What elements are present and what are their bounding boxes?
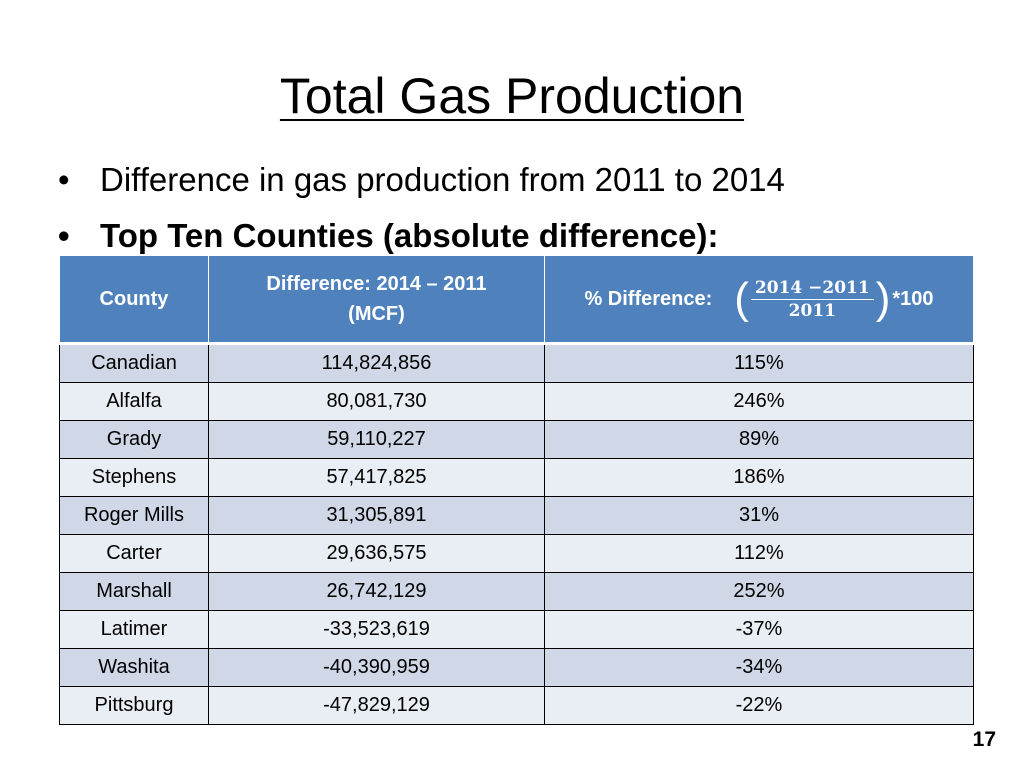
cell-county: Canadian: [59, 343, 209, 383]
cell-pct: 112%: [544, 534, 974, 573]
slide-title-text: Total Gas Production: [279, 68, 745, 124]
pct-label: % Difference:: [584, 288, 713, 310]
table-row: Carter 29,636,575 112%: [59, 534, 974, 573]
bullet-item-bold: Top Ten Counties (absolute difference):: [58, 208, 785, 264]
bullet-item: Difference in gas production from 2011 t…: [58, 152, 785, 208]
cell-pct: 252%: [544, 572, 974, 611]
cell-difference: 29,636,575: [208, 534, 545, 573]
cell-pct: 115%: [544, 343, 974, 383]
cell-county: Carter: [59, 534, 209, 573]
cell-county: Latimer: [59, 610, 209, 649]
left-paren-icon: (: [734, 274, 749, 323]
pct-multiplier: *100: [892, 288, 934, 310]
bullet-list: Difference in gas production from 2011 t…: [58, 152, 785, 264]
cell-county: Marshall: [59, 572, 209, 611]
cell-county: Roger Mills: [59, 496, 209, 535]
cell-difference: 59,110,227: [208, 420, 545, 459]
cell-difference: 57,417,825: [208, 458, 545, 497]
pct-formula: % Difference: ( 2014 −2011 2011 ) *100: [584, 277, 933, 322]
cell-county: Washita: [59, 648, 209, 687]
table-row: Grady 59,110,227 89%: [59, 420, 974, 459]
county-table: County Difference: 2014 – 2011 (MCF) % D…: [59, 255, 974, 725]
cell-pct: 246%: [544, 382, 974, 421]
cell-difference: -33,523,619: [208, 610, 545, 649]
right-paren-icon: ): [875, 274, 891, 323]
cell-difference: 31,305,891: [208, 496, 545, 535]
cell-difference: 26,742,129: [208, 572, 545, 611]
table-row: Washita -40,390,959 -34%: [59, 648, 974, 687]
table-row: Roger Mills 31,305,891 31%: [59, 496, 974, 535]
cell-pct: 89%: [544, 420, 974, 459]
cell-county: Stephens: [59, 458, 209, 497]
header-difference-line2: (MCF): [348, 303, 405, 325]
cell-pct: -34%: [544, 648, 974, 687]
table-row: Marshall 26,742,129 252%: [59, 572, 974, 611]
cell-pct: -22%: [544, 686, 974, 725]
header-county: County: [59, 255, 209, 345]
table-row: Alfalfa 80,081,730 246%: [59, 382, 974, 421]
table-row: Latimer -33,523,619 -37%: [59, 610, 974, 649]
cell-pct: 186%: [544, 458, 974, 497]
table-row: Pittsburg -47,829,129 -22%: [59, 686, 974, 725]
cell-difference: 114,824,856: [208, 343, 545, 383]
pct-numerator: 2014 −2011: [750, 277, 874, 300]
pct-denominator: 2011: [788, 300, 836, 321]
cell-difference: -47,829,129: [208, 686, 545, 725]
cell-county: Pittsburg: [59, 686, 209, 725]
table-row: Stephens 57,417,825 186%: [59, 458, 974, 497]
slide-title: Total Gas Production: [0, 66, 1024, 126]
table-row: Canadian 114,824,856 115%: [59, 343, 974, 383]
cell-county: Alfalfa: [59, 382, 209, 421]
cell-pct: -37%: [544, 610, 974, 649]
page-number: 17: [972, 728, 996, 751]
cell-difference: -40,390,959: [208, 648, 545, 687]
header-pct-difference: % Difference: ( 2014 −2011 2011 ) *100: [544, 255, 974, 345]
table-header-row: County Difference: 2014 – 2011 (MCF) % D…: [59, 255, 974, 345]
cell-difference: 80,081,730: [208, 382, 545, 421]
header-difference: Difference: 2014 – 2011 (MCF): [208, 255, 545, 345]
header-difference-line1: Difference: 2014 – 2011: [266, 273, 487, 295]
pct-fraction: 2014 −2011 2011: [750, 277, 874, 322]
cell-pct: 31%: [544, 496, 974, 535]
cell-county: Grady: [59, 420, 209, 459]
